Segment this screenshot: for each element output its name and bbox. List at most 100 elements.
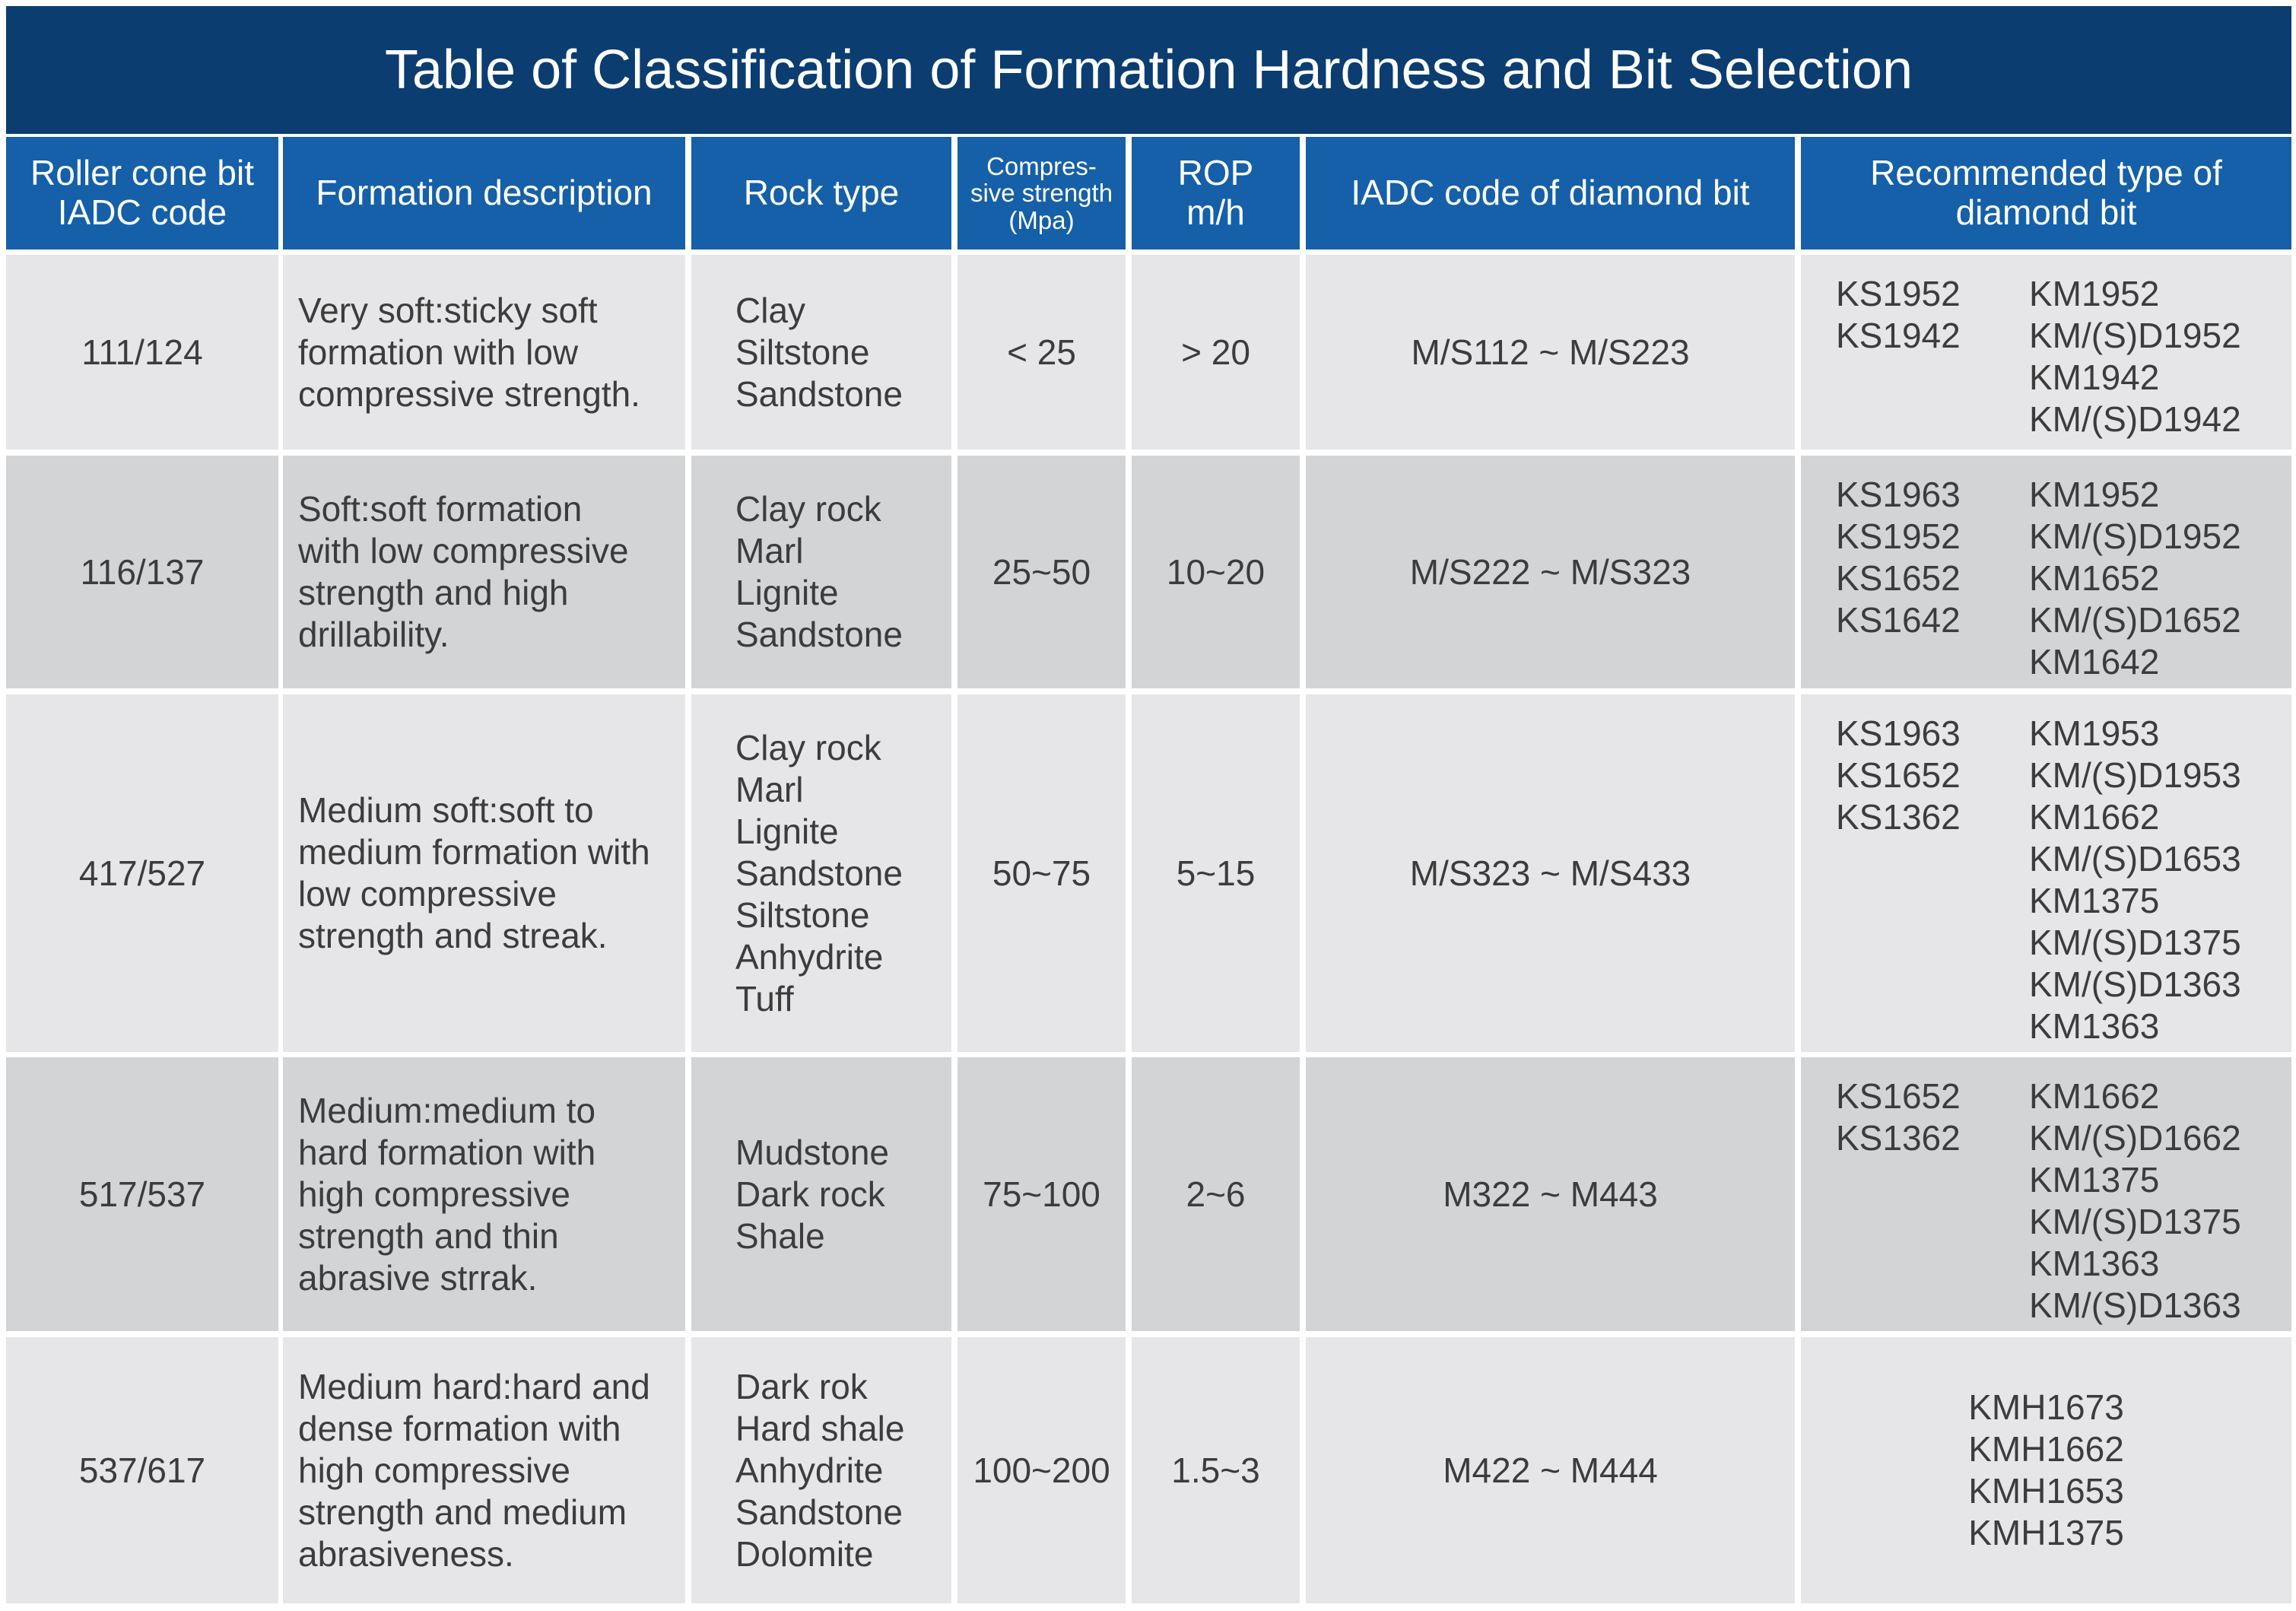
formation-description-line: hard formation with — [298, 1132, 596, 1172]
header-rop-line: m/h — [1186, 192, 1245, 232]
formation-description: Medium:medium to hard formation with high … — [298, 1090, 595, 1299]
formation-description-line: Medium hard:hard and — [298, 1366, 650, 1406]
cell-roller-iadc: 517/537 — [6, 1057, 278, 1331]
header-roller-cone-iadc-line: IADC code — [57, 192, 227, 232]
cell-formation-description: Medium:medium to hard formation with high … — [283, 1057, 685, 1331]
header-rop-line: ROP — [1177, 153, 1254, 193]
formation-description-line: high compressive — [298, 1174, 570, 1214]
cell-diamond-iadc: M/S112 ~ M/S223 — [1306, 255, 1795, 450]
rock-type-list: Mudstone Dark rock Shale — [735, 1132, 889, 1257]
ks-bit-list-line: KS1652 — [1836, 1076, 1961, 1116]
rock-type-list: Dark rok Hard shale Anhydrite Sandstone Dolo… — [735, 1366, 904, 1575]
ks-bit-list-line: KS1652 — [1836, 558, 1961, 598]
formation-description-line: strength and streak. — [298, 916, 608, 955]
rock-type-list-line: Dolomite — [735, 1533, 874, 1574]
km-bit-list-line: KM/(S)D1363 — [2029, 964, 2241, 1004]
cell-rock-type: Mudstone Dark rock Shale — [691, 1057, 951, 1331]
km-bit-list-line: KM1942 — [2029, 357, 2160, 397]
km-bit-list-line: KM1652 — [2029, 558, 2160, 598]
kmh-bit-list-line: KMH1662 — [1968, 1429, 2124, 1469]
cell-formation-description: Very soft:sticky soft formation with low c… — [283, 255, 685, 450]
formation-description: Medium hard:hard and dense formation with… — [298, 1366, 650, 1575]
cell-rop: 2~6 — [1132, 1057, 1300, 1331]
ks-bit-list: KS1963 KS1652 KS1362 — [1836, 713, 2029, 838]
cell-rop: 10~20 — [1132, 456, 1300, 688]
table-title: Table of Classification of Formation Har… — [6, 6, 2291, 134]
cell-compressive-strength: 25~50 — [957, 456, 1126, 688]
cell-roller-iadc: 111/124 — [6, 255, 278, 450]
km-bit-list-line: KM/(S)D1375 — [2029, 1202, 2241, 1241]
header-compressive-strength-line: sive strength — [970, 179, 1113, 208]
ks-bit-list-line: KS1963 — [1836, 475, 1961, 514]
cell-recommended-bits: KS1652 KS1362 KM1662 KM/(S)D1662 KM1375 KM/(S… — [1801, 1057, 2291, 1331]
cell-compressive-strength: < 25 — [957, 255, 1126, 450]
formation-description-line: low compressive — [298, 874, 557, 914]
formation-description-line: Medium soft:soft to — [298, 790, 594, 830]
cell-rock-type: Dark rok Hard shale Anhydrite Sandstone Dolo… — [691, 1337, 951, 1603]
formation-description-line: strength and high — [298, 573, 569, 612]
ks-bit-list-line: KS1652 — [1836, 755, 1961, 795]
formation-description-line: abrasiveness. — [298, 1533, 514, 1574]
km-bit-list-line: KM/(S)D1952 — [2029, 316, 2241, 355]
formation-description-line: Soft:soft formation — [298, 489, 583, 529]
header-compressive-strength: Compres-sive strength (Mpa) — [970, 152, 1113, 234]
ks-bit-list-line: KS1942 — [1836, 316, 1961, 355]
cell-roller-iadc: 417/527 — [6, 694, 278, 1052]
cell-recommended-bits: KMH1673 KMH1662 KMH1653 KMH1375 — [1801, 1337, 2291, 1603]
rock-type-list-line: Mudstone — [735, 1132, 890, 1172]
formation-description: Medium soft:soft to medium formation with… — [298, 790, 650, 957]
ks-bit-list: KS1652 KS1362 — [1836, 1076, 2029, 1159]
rock-type-list-line: Sandstone — [735, 615, 903, 654]
header-rock-type: Rock type — [691, 137, 951, 249]
rock-type-list-line: Hard shale — [735, 1408, 905, 1448]
formation-description-line: dense formation with — [298, 1408, 621, 1448]
cell-rock-type: Clay Siltstone Sandstone — [691, 255, 951, 450]
formation-description: Soft:soft formation with low compressive s… — [298, 488, 629, 656]
km-bit-list-line: KM1952 — [2029, 274, 2160, 313]
ks-bit-list-line: KS1362 — [1836, 797, 1961, 837]
km-bit-list-line: KM/(S)D1363 — [2029, 1285, 2241, 1325]
ks-bit-list-line: KS1362 — [1836, 1118, 1961, 1158]
kmh-bit-list: KMH1673 KMH1662 KMH1653 KMH1375 — [1968, 1387, 2124, 1554]
rock-type-list: Clay rock Marl Lignite Sandstone Siltstone An… — [735, 727, 903, 1020]
rock-type-list-line: Anhydrite — [735, 936, 884, 977]
km-bit-list-line: KM1662 — [2029, 1076, 2160, 1116]
cell-recommended-bits: KS1963 KS1652 KS1362 KM1953 KM/(S)D1953 KM166… — [1801, 694, 2291, 1052]
km-bit-list-line: KM/(S)D1653 — [2029, 839, 2241, 879]
cell-roller-iadc: 116/137 — [6, 456, 278, 688]
rock-type-list-line: Clay rock — [735, 727, 881, 767]
cell-rock-type: Clay rock Marl Lignite Sandstone Siltstone An… — [691, 694, 951, 1052]
header-compressive-strength: Compres-sive strength (Mpa) — [957, 137, 1126, 249]
formation-description-line: with low compressive — [298, 531, 629, 570]
cell-roller-iadc: 537/617 — [6, 1337, 278, 1603]
cell-recommended-bits: KS1963 KS1952 KS1652 KS1642 KM1952 KM/(S)D195… — [1801, 456, 2291, 688]
km-bit-list-line: KM1642 — [2029, 642, 2160, 682]
km-bit-list-line: KM/(S)D1652 — [2029, 600, 2241, 640]
kmh-bit-list-line: KMH1653 — [1968, 1471, 2124, 1511]
cell-recommended-bits: KS1952 KS1942 KM1952 KM/(S)D1952 KM1942 KM/(S… — [1801, 255, 2291, 450]
ks-bit-list-line: KS1642 — [1836, 600, 1961, 640]
rock-type-list-line: Clay rock — [735, 489, 881, 529]
header-formation-description: Formation description — [283, 137, 685, 249]
km-bit-list: KM1662 KM/(S)D1662 KM1375 KM/(S)D1375 KM1363… — [2029, 1076, 2241, 1327]
header-rop: ROP m/h — [1132, 137, 1300, 249]
header-recommended-bit: Recommended type of diamond bit — [1870, 154, 2222, 232]
rock-type-list-line: Anhydrite — [735, 1450, 884, 1490]
rock-type-list: Clay Siltstone Sandstone — [735, 290, 903, 415]
km-bit-list-line: KM1952 — [2029, 475, 2160, 514]
km-bit-list-line: KM1363 — [2029, 1006, 2160, 1046]
ks-bit-list-line: KS1963 — [1836, 713, 1961, 753]
kmh-bit-list-line: KMH1673 — [1968, 1387, 2124, 1427]
formation-description-line: compressive strength. — [298, 373, 640, 414]
rock-type-list-line: Lignite — [735, 811, 839, 851]
rock-type-list-line: Tuff — [735, 978, 794, 1018]
km-bit-list-line: KM/(S)D1953 — [2029, 755, 2241, 795]
formation-description-line: formation with low — [298, 332, 579, 372]
km-bit-list-line: KM/(S)D1942 — [2029, 399, 2241, 439]
cell-diamond-iadc: M422 ~ M444 — [1306, 1337, 1795, 1603]
formation-description-line: strength and medium — [298, 1492, 627, 1532]
cell-compressive-strength: 75~100 — [957, 1057, 1126, 1331]
km-bit-list-line: KM/(S)D1375 — [2029, 923, 2241, 962]
km-bit-list: KM1953 KM/(S)D1953 KM1662 KM/(S)D1653 KM1375… — [2029, 713, 2241, 1047]
header-roller-cone-iadc-line: Roller cone bit — [30, 153, 255, 193]
